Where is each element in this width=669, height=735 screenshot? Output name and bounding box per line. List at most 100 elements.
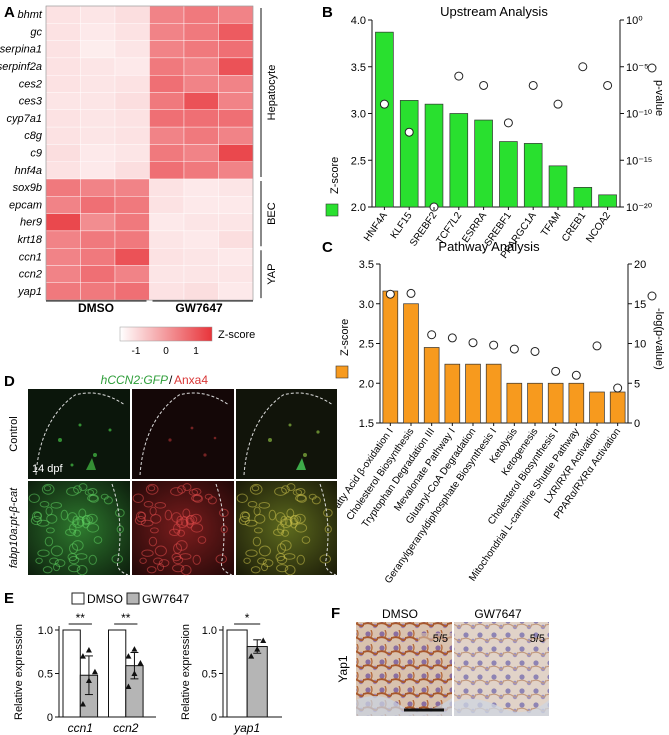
heatmap-cell <box>80 92 116 110</box>
heatmap-cell <box>80 74 116 93</box>
heatmap-cell <box>149 109 185 128</box>
bar <box>382 290 399 424</box>
heatmap-cell <box>114 247 150 266</box>
y-tick-label: 0 <box>47 712 53 724</box>
heatmap-cell <box>183 5 219 24</box>
heatmap-cell <box>80 144 116 162</box>
cell <box>36 519 50 527</box>
cell <box>192 554 201 565</box>
cell <box>294 523 308 533</box>
panel-label-e: E <box>4 590 14 607</box>
y-tick-label: 1.0 <box>202 625 217 637</box>
heatmap-cell <box>114 109 150 128</box>
zscore-legend-swatch <box>335 365 349 379</box>
bar <box>474 119 493 208</box>
heatmap-cell <box>218 247 254 266</box>
heatmap-frame <box>45 5 254 301</box>
heatmap-cell <box>218 109 254 128</box>
heatmap-cell <box>80 5 116 24</box>
x-tick-label: KLF15 <box>389 210 415 241</box>
data-point <box>85 677 92 683</box>
cell <box>296 494 308 503</box>
heatmap-row-label: hnf4a <box>14 165 42 177</box>
cell <box>88 494 100 503</box>
x-tick-label: ccn1 <box>68 721 93 735</box>
cell <box>252 536 262 547</box>
y-tick-label: 2.0 <box>351 202 366 214</box>
heatmap-cell <box>183 247 219 266</box>
heatmap-cell <box>80 109 116 128</box>
pvalue-point <box>479 80 489 90</box>
cell <box>50 545 63 557</box>
cell <box>182 483 192 491</box>
heatmap-cell <box>149 247 185 266</box>
heatmap-row-label: serpina1 <box>0 44 42 56</box>
cell <box>258 545 271 557</box>
pvalue-point <box>454 71 464 81</box>
cell <box>43 485 52 492</box>
legend-label-gw7647: GW7647 <box>142 592 190 606</box>
heatmap-row-label: sox9b <box>13 182 42 194</box>
data-point <box>91 668 98 675</box>
pvalue-point <box>406 288 416 298</box>
cell <box>76 565 88 576</box>
ratio-backdrop <box>418 633 452 645</box>
cell <box>236 493 248 504</box>
y2-tick-label: 0 <box>634 418 640 430</box>
y2-tick-label: 10⁻²⁰ <box>626 202 653 214</box>
x-tick-label: ccn2 <box>113 721 139 735</box>
cell <box>258 502 271 509</box>
gfp-cells <box>28 483 125 576</box>
cell <box>66 487 79 496</box>
heatmap-row-label: ces3 <box>19 96 43 108</box>
heatmap-cell <box>80 40 116 59</box>
cell <box>245 549 258 557</box>
cell <box>180 565 192 576</box>
bar <box>568 382 585 424</box>
cell <box>93 536 103 544</box>
heatmap-cell <box>45 40 81 59</box>
cell <box>44 536 54 547</box>
heatmap-cell <box>183 40 219 59</box>
cell <box>35 557 43 564</box>
heatmap-cell <box>218 5 254 24</box>
cell <box>145 483 159 495</box>
cell <box>158 559 170 568</box>
pvalue-point <box>553 99 563 109</box>
heatmap-cell <box>183 161 219 180</box>
heatmap-cell <box>149 265 185 283</box>
cell <box>277 543 287 554</box>
cell <box>250 566 261 574</box>
cell <box>78 483 88 491</box>
cell <box>45 506 53 516</box>
heatmap-cell <box>114 196 150 214</box>
cell <box>65 528 77 537</box>
y2-tick-label: 10⁻⁵ <box>626 62 649 74</box>
significance-label: ** <box>121 611 131 625</box>
heatmap-cell <box>45 109 81 128</box>
heatmap-cell <box>114 92 150 110</box>
heatmap-cell <box>45 144 81 162</box>
pvalue-point <box>530 346 540 356</box>
colorbar-tick: -1 <box>132 346 141 357</box>
y-tick-label: 1.0 <box>38 625 53 637</box>
cell <box>71 540 84 551</box>
cell <box>68 555 80 565</box>
x-tick-label: NCOA2 <box>584 210 613 245</box>
liver-outline <box>243 392 334 476</box>
colorbar <box>119 326 213 342</box>
bar <box>589 391 605 424</box>
anxa4-cells <box>132 483 229 576</box>
heatmap-row-label: her9 <box>20 217 42 229</box>
cell <box>251 485 260 492</box>
cell <box>54 559 66 568</box>
panel-label-b: B <box>322 4 333 21</box>
pvalue-point <box>528 80 538 90</box>
cell <box>190 513 202 524</box>
heatmap-cell <box>218 178 254 197</box>
heatmap-cell <box>218 213 254 232</box>
cell <box>301 536 311 544</box>
heatmap-cell <box>45 5 81 24</box>
heatmap-cell <box>45 126 81 145</box>
